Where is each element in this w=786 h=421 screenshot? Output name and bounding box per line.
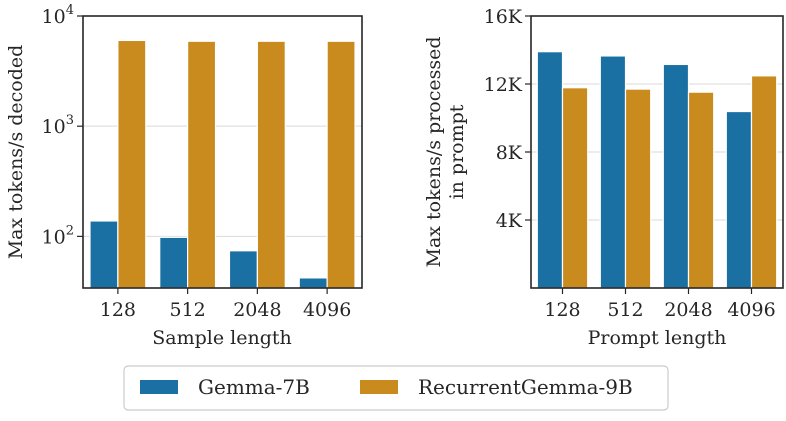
left-bar-recurrentgemma-4096: [326, 40, 356, 289]
left-bar-recurrentgemma-2048: [256, 40, 286, 289]
right-bar-gemma-512: [599, 55, 627, 289]
left-spines: [82, 15, 363, 289]
left-bar-recurrentgemma-512: [187, 40, 217, 289]
right-bars: [536, 51, 778, 289]
left-bar-recurrentgemma-128: [117, 39, 147, 289]
decode-throughput-chart: 102 103 104 128 512 2048 4096 Sample length M…: [5, 3, 363, 349]
right-x-tick-label: 512: [607, 299, 643, 321]
right-y-tick-label: 8K: [496, 142, 523, 164]
left-y-ticks: 102 103 104: [42, 3, 83, 248]
right-bar-recurrentgemma-2048: [687, 91, 715, 289]
right-x-axis-label: Prompt length: [588, 327, 727, 349]
right-bar-recurrentgemma-4096: [750, 75, 778, 289]
right-y-tick-label: 16K: [484, 6, 523, 28]
left-y-tick-label: 104: [42, 3, 74, 28]
right-y-axis-label-line2: in prompt: [446, 104, 468, 199]
right-x-ticks: 128 512 2048 4096: [544, 288, 776, 321]
right-x-tick-label: 4096: [727, 299, 775, 321]
legend-swatch-recurrentgemma: [360, 380, 398, 394]
legend-swatch-gemma: [140, 380, 178, 394]
right-bar-gemma-4096: [725, 110, 753, 289]
left-plot-frame: [82, 15, 363, 289]
right-y-tick-label: 4K: [496, 210, 523, 232]
left-x-tick-label: 128: [100, 299, 136, 321]
legend-label-gemma: Gemma-7B: [198, 375, 310, 399]
left-x-axis-label: Sample length: [152, 327, 291, 349]
left-bar-gemma-2048: [228, 250, 258, 289]
left-bar-gemma-512: [159, 236, 189, 289]
left-x-ticks: 128 512 2048 4096: [100, 288, 351, 321]
left-x-tick-label: 2048: [233, 299, 281, 321]
right-x-tick-label: 128: [544, 299, 580, 321]
left-bar-gemma-128: [89, 220, 119, 289]
right-y-tick-label: 12K: [484, 74, 523, 96]
right-bar-gemma-2048: [662, 63, 690, 289]
left-y-tick-label: 102: [42, 223, 74, 248]
left-x-tick-label: 4096: [303, 299, 351, 321]
left-y-axis-label: Max tokens/s decoded: [5, 45, 27, 260]
left-bars: [89, 39, 356, 289]
right-y-axis-label-line1: Max tokens/s processed: [423, 36, 445, 267]
right-x-tick-label: 2048: [664, 299, 712, 321]
left-x-tick-label: 512: [169, 299, 205, 321]
legend: Gemma-7B RecurrentGemma-9B: [123, 365, 669, 411]
right-y-ticks: 4K 8K 12K 16K: [484, 6, 531, 232]
right-bar-recurrentgemma-512: [624, 88, 652, 289]
legend-label-recurrentgemma: RecurrentGemma-9B: [418, 375, 633, 399]
left-bar-gemma-4096: [298, 277, 328, 289]
left-y-tick-label: 103: [42, 113, 74, 138]
right-bar-gemma-128: [536, 51, 564, 289]
right-bar-recurrentgemma-128: [561, 87, 589, 289]
